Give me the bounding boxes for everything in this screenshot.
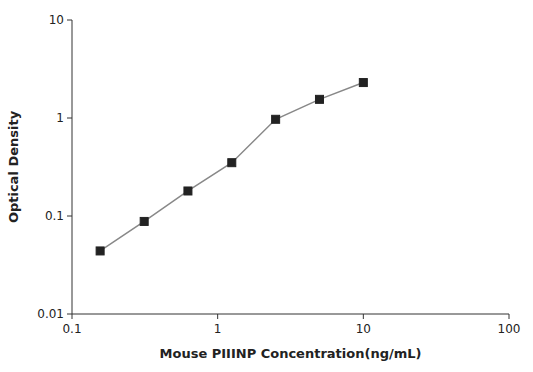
x-tick [509,314,510,319]
data-point [96,247,104,255]
x-tick-label: 100 [498,322,521,336]
y-tick [67,216,72,217]
series-line [100,83,363,251]
data-point [315,95,323,103]
data-point [359,79,367,87]
y-tick-label: 0.1 [45,209,64,223]
y-tick-label: 1 [56,111,64,125]
x-axis-label: Mouse PIIINP Concentration(ng/mL) [160,346,422,361]
x-tick-label: 1 [214,322,222,336]
x-tick [363,314,364,319]
data-point [228,159,236,167]
x-tick [217,314,218,319]
y-tick-label: 10 [49,13,64,27]
data-point [140,217,148,225]
y-tick [67,20,72,21]
plot-area [96,79,367,255]
y-axis-line [72,20,73,314]
x-tick-label: 0.1 [62,322,81,336]
chart: 0.11101000.010.1110Mouse PIIINP Concentr… [0,0,533,372]
y-axis-label: Optical Density [6,110,21,223]
y-tick-label: 0.01 [37,307,64,321]
x-axis-line [72,314,509,315]
x-tick [72,314,73,319]
y-tick [67,118,72,119]
y-tick [67,314,72,315]
data-point [272,115,280,123]
data-point [184,187,192,195]
x-tick-label: 10 [356,322,371,336]
